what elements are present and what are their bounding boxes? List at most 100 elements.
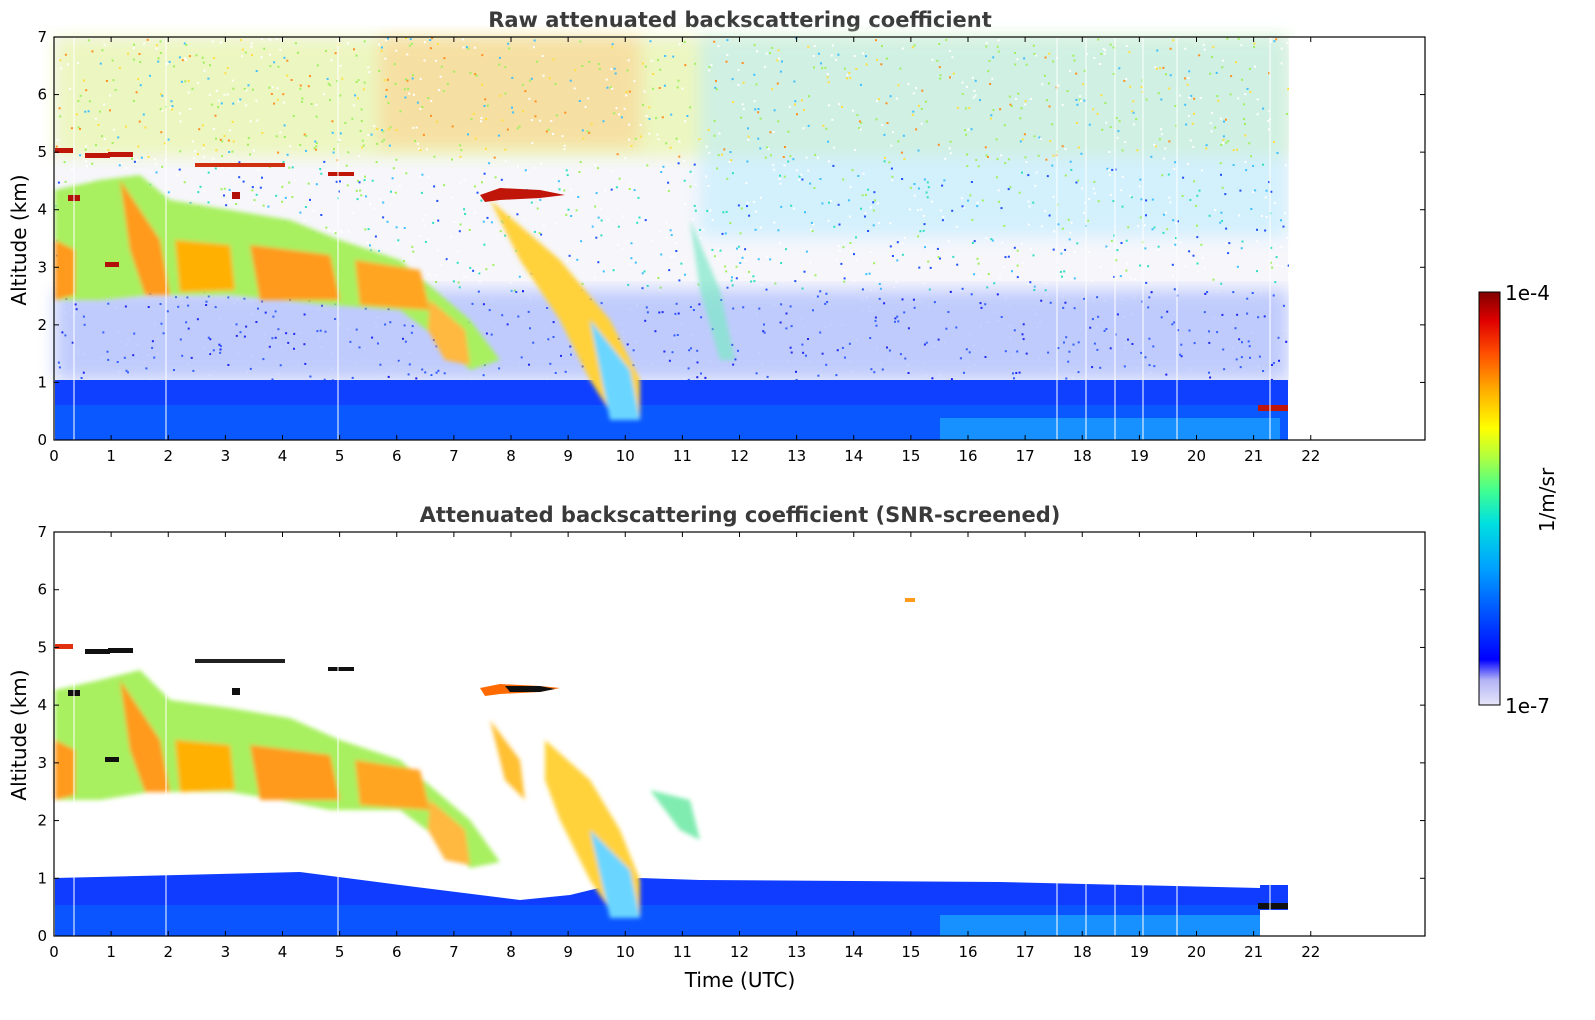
noise-speck — [1083, 99, 1086, 102]
noise-speck — [279, 49, 282, 51]
noise-speck — [1057, 223, 1060, 226]
noise-speck — [1169, 201, 1172, 204]
noise-speck — [649, 40, 652, 43]
noise-speck — [59, 115, 62, 118]
noise-speck — [1184, 265, 1187, 268]
noise-speck — [1112, 200, 1115, 203]
noise-speck — [625, 94, 628, 97]
noise-speck — [1073, 251, 1076, 253]
noise-speck — [85, 89, 88, 92]
noise-speck — [637, 196, 640, 199]
noise-speck — [421, 106, 424, 108]
noise-speck — [949, 76, 951, 79]
noise-speck — [715, 80, 717, 83]
colorbar-gradient — [1478, 291, 1501, 706]
noise-speck — [453, 220, 456, 223]
noise-speck — [214, 114, 217, 117]
noise-speck — [1016, 58, 1019, 61]
noise-speck — [1048, 52, 1051, 55]
noise-speck — [1061, 275, 1063, 278]
noise-speck — [777, 229, 780, 232]
noise-speck — [1216, 95, 1219, 97]
noise-speck — [435, 120, 438, 123]
noise-speck — [215, 137, 217, 140]
noise-speck — [467, 47, 470, 50]
noise-speck — [60, 67, 62, 70]
noise-speck — [193, 156, 196, 159]
noise-speck — [827, 140, 830, 143]
noise-speck — [1044, 210, 1047, 212]
noise-speck — [481, 83, 484, 86]
noise-speck — [574, 69, 577, 72]
noise-speck — [64, 180, 67, 183]
noise-speck — [922, 229, 925, 232]
noise-speck — [369, 244, 371, 247]
noise-speck — [642, 62, 644, 65]
noise-speck — [566, 174, 569, 177]
noise-speck — [565, 213, 568, 216]
noise-speck — [1061, 227, 1064, 230]
noise-speck — [1151, 228, 1154, 231]
noise-speck — [891, 179, 894, 182]
noise-speck — [125, 125, 127, 128]
noise-speck — [499, 230, 502, 233]
noise-speck — [759, 226, 762, 229]
noise-speck — [387, 128, 390, 131]
noise-speck — [554, 221, 557, 224]
noise-speck — [740, 116, 743, 119]
x-tick-label: 10 — [616, 447, 635, 465]
x-tick-label: 17 — [1016, 447, 1035, 465]
noise-speck — [229, 129, 232, 132]
noise-speck — [1249, 90, 1252, 93]
noise-speck — [333, 148, 335, 151]
noise-speck — [759, 147, 762, 150]
noise-speck — [55, 145, 58, 148]
noise-speck — [369, 203, 371, 206]
noise-speck — [1105, 121, 1108, 124]
noise-speck — [819, 178, 822, 180]
noise-speck — [191, 140, 194, 143]
noise-speck — [855, 259, 858, 262]
noise-speck — [778, 57, 781, 60]
noise-speck — [1275, 256, 1278, 259]
noise-speck — [1280, 245, 1283, 248]
noise-speck — [991, 239, 994, 242]
noise-speck — [868, 272, 871, 275]
noise-speck — [351, 117, 354, 120]
noise-speck — [1025, 161, 1028, 164]
noise-speck — [198, 128, 201, 131]
noise-speck — [472, 112, 475, 115]
noise-speck — [279, 131, 282, 134]
noise-speck — [927, 260, 930, 263]
noise-speck — [422, 219, 425, 222]
noise-speck — [891, 131, 894, 134]
noise-speck — [718, 248, 720, 251]
noise-speck — [903, 237, 906, 239]
noise-speck — [579, 161, 582, 163]
noise-speck — [1078, 98, 1081, 101]
noise-speck — [713, 119, 716, 122]
y-tick-label: 0 — [37, 927, 47, 945]
noise-speck — [985, 45, 988, 48]
noise-speck — [627, 283, 630, 286]
noise-speck — [533, 166, 536, 169]
noise-speck — [267, 37, 270, 40]
noise-speck — [530, 201, 533, 204]
noise-speck — [773, 168, 776, 171]
noise-speck — [684, 120, 687, 123]
noise-speck — [1264, 196, 1267, 199]
noise-speck — [1262, 163, 1264, 166]
noise-speck — [249, 153, 252, 156]
noise-speck — [482, 179, 485, 182]
noise-speck — [1077, 146, 1080, 149]
noise-speck — [582, 246, 585, 249]
noise-speck — [202, 147, 205, 150]
noise-speck — [456, 261, 459, 264]
noise-speck — [423, 59, 426, 62]
noise-speck — [998, 276, 1001, 279]
noise-speck — [59, 59, 62, 62]
noise-speck — [267, 205, 270, 208]
noise-speck — [79, 127, 81, 130]
noise-speck — [504, 92, 507, 95]
noise-speck — [1162, 231, 1165, 234]
